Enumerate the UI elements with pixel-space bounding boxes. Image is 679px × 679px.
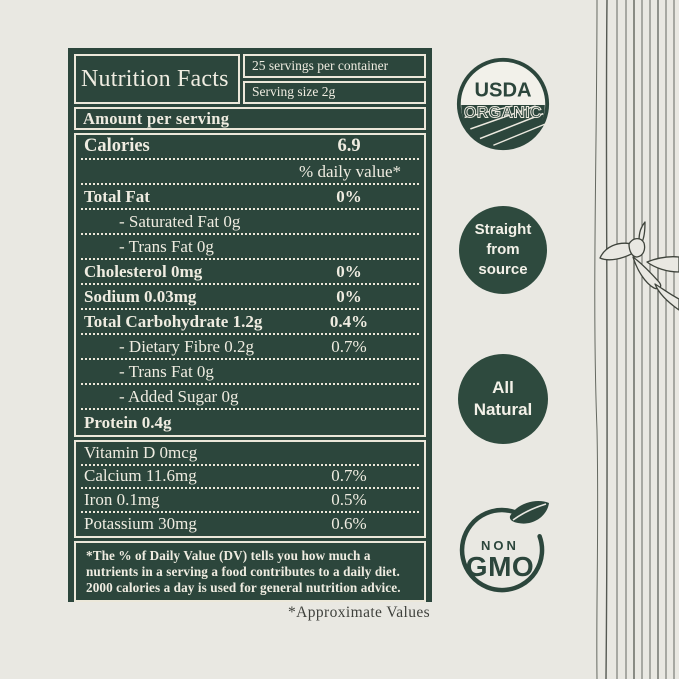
organic-text: ORGANIC [464,104,542,121]
usda-text: USDA [474,79,532,101]
bird-illustration [599,221,679,311]
amount-per-serving-row: Amount per serving [74,107,426,130]
mineral-row-vitamin-d: Vitamin D 0mcg [81,442,419,466]
calories-value: 6.9 [337,136,361,156]
reed-lines [594,0,675,679]
daily-value-header-row: % daily value* [81,160,419,185]
nutrient-table: Calories 6.9 % daily value* Total Fat 0%… [74,133,426,437]
nutrition-facts-label: Nutrition Facts 25 servings per containe… [68,48,432,603]
nutrient-row-total-fat: Total Fat 0% [81,185,419,210]
nutrient-row-protein: Protein 0.4g [84,412,172,432]
serving-info: 25 servings per container Serving size 2… [243,54,426,104]
gmo-text: GMO [466,551,534,582]
mineral-row-calcium: Calcium 11.6mg 0.7% [81,466,419,489]
non-gmo-badge-icon: NON GMO [459,500,549,593]
straight-from-source-badge: Straight from source [459,206,547,294]
nutrient-row-trans-fat: - Trans Fat 0g [81,235,419,260]
mineral-row-iron: Iron 0.1mg 0.5% [81,489,419,513]
non-text: NON [481,538,519,553]
label-header: Nutrition Facts 25 servings per containe… [74,54,426,104]
nutrient-row-cholesterol: Cholesterol 0mg 0% [81,260,419,285]
nutrition-facts-title: Nutrition Facts [74,54,240,104]
nutrient-row-sodium: Sodium 0.03mg 0% [81,285,419,310]
minerals-table: Vitamin D 0mcg Calcium 11.6mg 0.7% Iron … [74,440,426,538]
nutrient-row-dietary-fibre: - Dietary Fibre 0.2g 0.7% [81,335,419,360]
nutrient-row-trans-fat-2: - Trans Fat 0g [81,360,419,385]
all-natural-badge: All Natural [458,354,548,444]
nutrient-row-saturated-fat: - Saturated Fat 0g [81,210,419,235]
nutrient-row-added-sugar: - Added Sugar 0g [81,385,419,410]
reed-lines-and-bird-illustration [594,0,679,679]
usda-organic-badge-icon: USDA ORGANIC [456,57,550,151]
servings-per-container: 25 servings per container [243,54,426,78]
mineral-row-potassium: Potassium 30mg 0.6% [84,514,367,534]
approximate-values-note: *Approximate Values [288,604,431,621]
daily-value-footnote: *The % of Daily Value (DV) tells you how… [74,541,426,603]
nutrient-row-carbohydrate: Total Carbohydrate 1.2g 0.4% [81,310,419,335]
calories-row: Calories 6.9 [81,135,419,160]
serving-size: Serving size 2g [243,80,426,104]
calories-label: Calories [84,136,150,156]
